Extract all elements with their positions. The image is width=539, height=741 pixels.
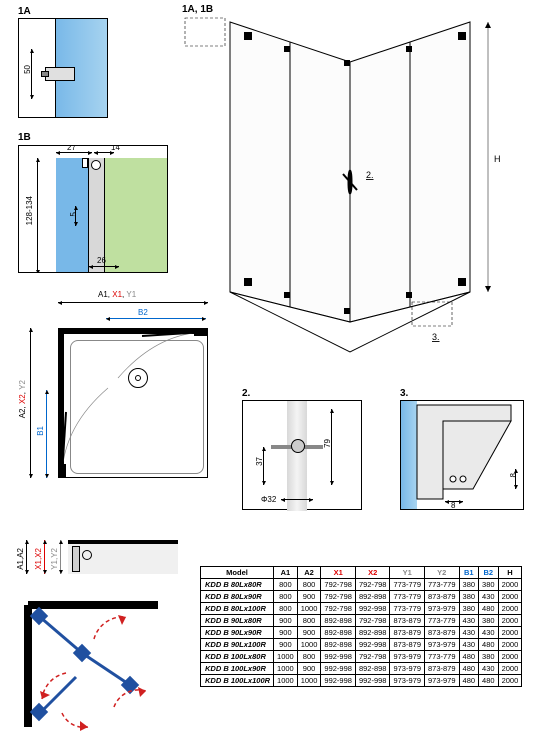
th-a1: A1 [274,567,298,579]
dim-1b-26: 26 [97,256,106,265]
kinematic-diagram [18,595,168,735]
th-x1: X1 [321,567,356,579]
table-row: KDD B 90Lx80R900800892-898792-798873-879… [201,615,522,627]
th-b1: B1 [459,567,479,579]
table-header-row: Model A1 A2 X1 X2 Y1 Y2 B1 B2 H [201,567,522,579]
detail-1b: 27 14 128-134 5 26 [18,145,168,273]
th-h: H [498,567,522,579]
th-y1: Y1 [390,567,425,579]
dim-1b-5: 5 [69,212,78,216]
detail-1a: 50 [18,18,108,118]
table-row: KDD B 80Lx100R8001000792-798992-998773-7… [201,603,522,615]
label-2: 2. [242,388,250,399]
profile-strip: A1,A2 X1,X2 Y1,Y2 [18,520,178,580]
th-b2: B2 [479,567,499,579]
svg-text:2.: 2. [366,170,374,180]
dim-2-79: 79 [323,439,332,448]
dim-2-phi: Φ32 [261,495,276,504]
dim-3-8v: 8 [509,473,518,477]
dim-1a-50: 50 [23,65,32,74]
page: 1A 50 1B 27 14 128-134 5 26 1A, 1B [0,0,539,741]
label-3: 3. [400,388,408,399]
label-1a: 1A [18,6,31,17]
lbl-b1: B1 [36,426,45,436]
th-x2: X2 [355,567,390,579]
svg-text:H: H [494,154,501,164]
spec-table: Model A1 A2 X1 X2 Y1 Y2 B1 B2 H KDD B 80… [200,566,522,687]
table-row: KDD B 90Lx90R900900892-898892-898873-879… [201,627,522,639]
table-row: KDD B 80Lx80R800800792-798792-798773-779… [201,579,522,591]
dim-1b-14: 14 [111,145,120,152]
detail-3: 8 8 [400,400,524,510]
dim-2-37: 37 [255,457,264,466]
plan-view: A1, X1, Y1 B2 A2, X2, Y2 [18,290,218,510]
detail-2: 37 79 Φ32 [242,400,362,510]
enclosure-3d: 2. 3. H [180,2,520,362]
lbl-a1x1y1: A1, X1, Y1 [98,290,136,299]
table-row: KDD B 100Lx90R1000900992-998892-898973-9… [201,663,522,675]
lbl-y1y2: Y1,Y2 [50,548,59,570]
lbl-a2x2y2: A2, X2, Y2 [18,380,27,418]
label-1b: 1B [18,132,31,143]
dim-1b-27: 27 [67,145,76,152]
table-row: KDD B 100Lx80R1000800992-998792-798973-9… [201,651,522,663]
lbl-a1a2: A1,A2 [16,548,25,570]
table-row: KDD B 100Lx100R10001000992-998992-998973… [201,675,522,687]
th-model: Model [201,567,274,579]
dim-1b-128: 128-134 [25,196,34,225]
table-row: KDD B 90Lx100R9001000892-898992-998873-8… [201,639,522,651]
svg-text:3.: 3. [432,332,440,342]
table-row: KDD B 80Lx90R800900792-798892-898773-779… [201,591,522,603]
lbl-b2: B2 [138,308,148,317]
lbl-x1x2: X1,X2 [34,548,43,570]
th-a2: A2 [297,567,321,579]
dim-3-8h: 8 [451,501,455,510]
th-y2: Y2 [425,567,460,579]
